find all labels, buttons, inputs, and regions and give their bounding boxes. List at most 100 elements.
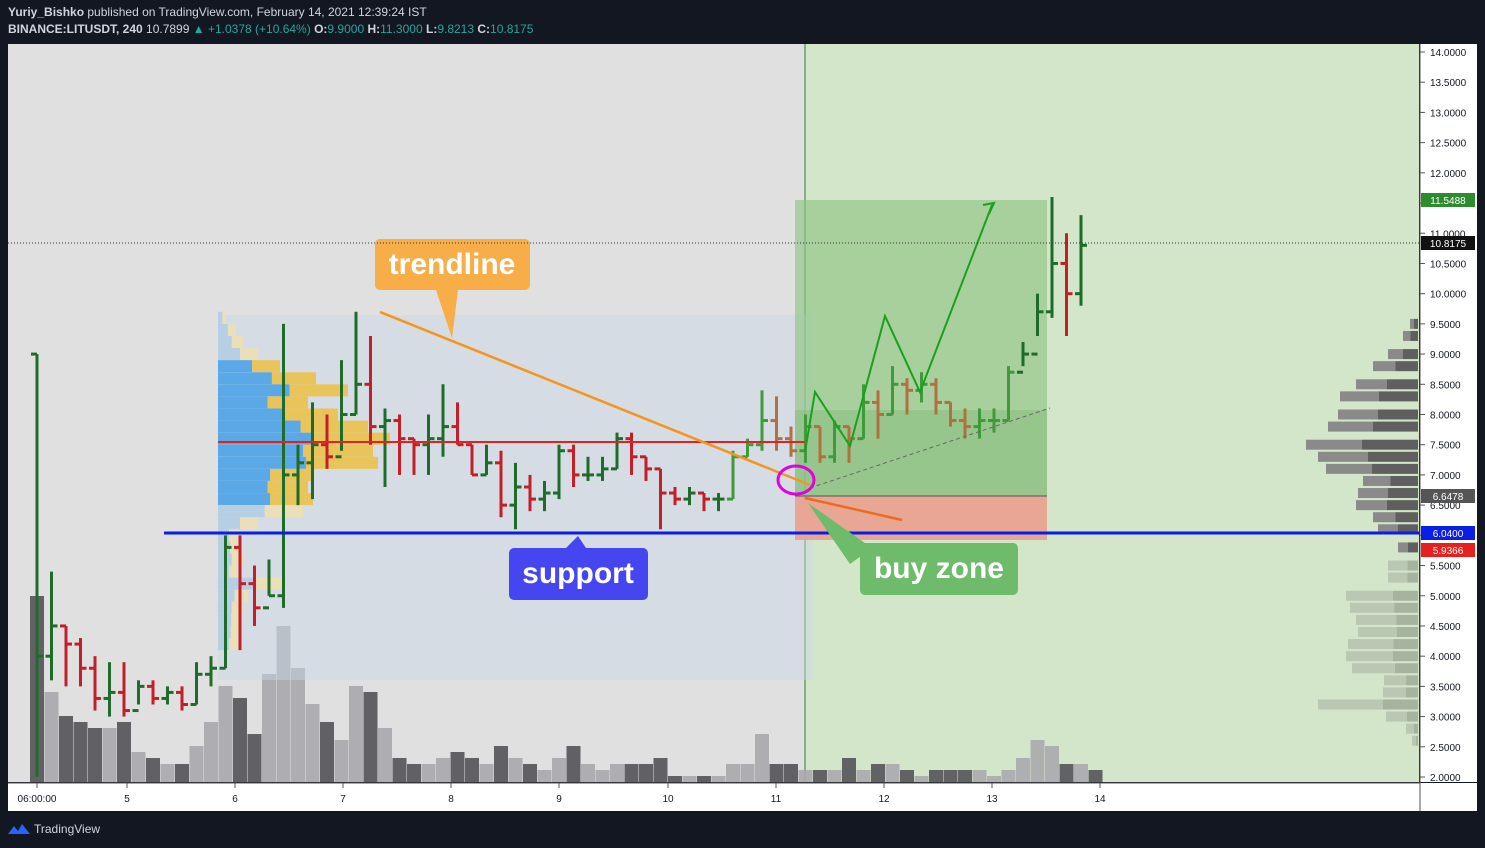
y-tick-label: 4.5000 bbox=[1430, 622, 1461, 633]
target-zone[interactable] bbox=[795, 200, 1047, 496]
projection-arrowhead bbox=[982, 201, 996, 215]
ohlc-bar bbox=[930, 378, 942, 415]
volume-bar bbox=[146, 758, 160, 782]
entry-circle-highlight[interactable] bbox=[776, 464, 816, 496]
ohlc-bar bbox=[480, 444, 493, 477]
vp-row-part bbox=[1372, 463, 1418, 474]
ohlc-bar bbox=[973, 408, 986, 439]
vp-row bbox=[1338, 409, 1378, 420]
ohlc-bar bbox=[712, 493, 725, 512]
change-value: ▲ +1.0378 (+10.64%) bbox=[192, 22, 311, 36]
vp-row-down bbox=[289, 384, 348, 397]
ohlc-bar bbox=[567, 444, 580, 487]
volume-bar bbox=[566, 746, 581, 782]
trendline-drawing[interactable] bbox=[379, 310, 811, 487]
vp-row-part bbox=[1394, 602, 1418, 613]
projection-path[interactable] bbox=[804, 204, 993, 453]
ohlc-bar bbox=[74, 638, 87, 687]
trendline-callout[interactable]: trendline bbox=[375, 239, 530, 338]
support-callout[interactable]: support bbox=[509, 536, 648, 600]
volume-bar bbox=[1030, 740, 1045, 782]
ohlc-bar bbox=[509, 462, 522, 530]
last-price: 10.7899 bbox=[146, 22, 190, 36]
y-tick-label: 2.0000 bbox=[1430, 773, 1461, 784]
ohlc-bar bbox=[886, 366, 899, 416]
x-tick-label: 14 bbox=[1094, 794, 1106, 805]
volume-bar bbox=[334, 740, 349, 782]
vp-row-part bbox=[1395, 512, 1418, 523]
volume-bar bbox=[1045, 746, 1059, 782]
price-axis-background[interactable] bbox=[1420, 44, 1477, 782]
volume-bar bbox=[1001, 770, 1016, 782]
trendline-extension[interactable] bbox=[804, 496, 903, 522]
volume-bar bbox=[233, 698, 247, 782]
volume-bar bbox=[160, 764, 175, 782]
volume-bar bbox=[842, 758, 856, 782]
volume-bar bbox=[508, 758, 523, 782]
open-value: 9.9000 bbox=[327, 22, 365, 36]
volume-bar bbox=[726, 764, 740, 782]
tradingview-logo-icon[interactable] bbox=[8, 823, 30, 835]
chart-footer: TradingView bbox=[0, 812, 1485, 848]
dashed-projection[interactable] bbox=[809, 407, 1051, 489]
volume-bar bbox=[436, 758, 450, 782]
y-tick-label: 7.0000 bbox=[1430, 471, 1461, 482]
author-name[interactable]: Yuriy_Bishko bbox=[8, 5, 85, 19]
x-tick-label: 7 bbox=[340, 794, 346, 805]
symbol-label[interactable]: BINANCE:LITUSDT, 240 bbox=[8, 22, 143, 36]
tradingview-brand[interactable]: TradingView bbox=[34, 822, 101, 836]
time-axis-background[interactable] bbox=[8, 783, 1420, 811]
svg-text:11.5488: 11.5488 bbox=[1430, 196, 1466, 207]
ohlc-bar bbox=[103, 662, 116, 717]
vp-row-up bbox=[218, 505, 265, 518]
volume-bar bbox=[914, 776, 929, 782]
ohlc-bar bbox=[959, 408, 971, 439]
ohlc-bar bbox=[611, 432, 623, 471]
svg-text:6.0400: 6.0400 bbox=[1433, 529, 1464, 540]
close-label: C: bbox=[477, 22, 491, 36]
ohlc-bar bbox=[814, 425, 826, 463]
volume-bar bbox=[682, 776, 697, 782]
volume-bar bbox=[943, 770, 958, 782]
y-tick-label: 13.5000 bbox=[1430, 78, 1467, 89]
volume-bar bbox=[871, 764, 885, 782]
support-price-tag: 6.0400 bbox=[1421, 526, 1475, 540]
volume-bar bbox=[856, 770, 871, 782]
vp-row-up bbox=[218, 372, 272, 385]
volume-bar bbox=[624, 764, 639, 782]
vp-row-down bbox=[270, 493, 313, 506]
vp-row bbox=[1373, 361, 1396, 372]
ohlc-bar bbox=[872, 390, 884, 439]
volume-bar bbox=[537, 770, 552, 782]
volume-bar bbox=[740, 764, 755, 782]
x-tick-label: 11 bbox=[771, 794, 782, 805]
buy-zone-callout[interactable]: buy zone bbox=[808, 503, 1018, 595]
volume-bar bbox=[784, 764, 798, 782]
y-tick-label: 14.0000 bbox=[1430, 48, 1467, 59]
y-tick-label: 5.0000 bbox=[1430, 592, 1461, 603]
vp-row-part bbox=[1387, 500, 1418, 511]
volume-bar bbox=[798, 770, 813, 782]
volume-bar bbox=[523, 764, 537, 782]
volume-bar bbox=[755, 734, 769, 782]
vp-row-part bbox=[1406, 711, 1418, 722]
ohlc-bar bbox=[118, 662, 130, 717]
vp-row bbox=[1358, 627, 1397, 637]
vp-row-down bbox=[306, 456, 378, 469]
volume-bar bbox=[88, 728, 102, 782]
ohlc-bar bbox=[408, 437, 420, 475]
vp-row bbox=[1378, 524, 1398, 535]
price-axis-ticks: 14.000013.500013.000012.500012.000011.50… bbox=[1420, 48, 1467, 784]
vp-row-part bbox=[1387, 379, 1418, 390]
vp-row bbox=[1318, 451, 1368, 462]
vp-row bbox=[1363, 475, 1391, 486]
ohlc-bar bbox=[393, 414, 406, 475]
vp-row bbox=[1386, 711, 1407, 722]
ohlc-bar bbox=[553, 444, 565, 500]
vp-row-up bbox=[218, 517, 240, 530]
vp-row-up bbox=[218, 529, 229, 542]
vp-row-part bbox=[1378, 409, 1418, 420]
vp-row-down bbox=[229, 565, 238, 578]
vp-row bbox=[1410, 318, 1414, 329]
